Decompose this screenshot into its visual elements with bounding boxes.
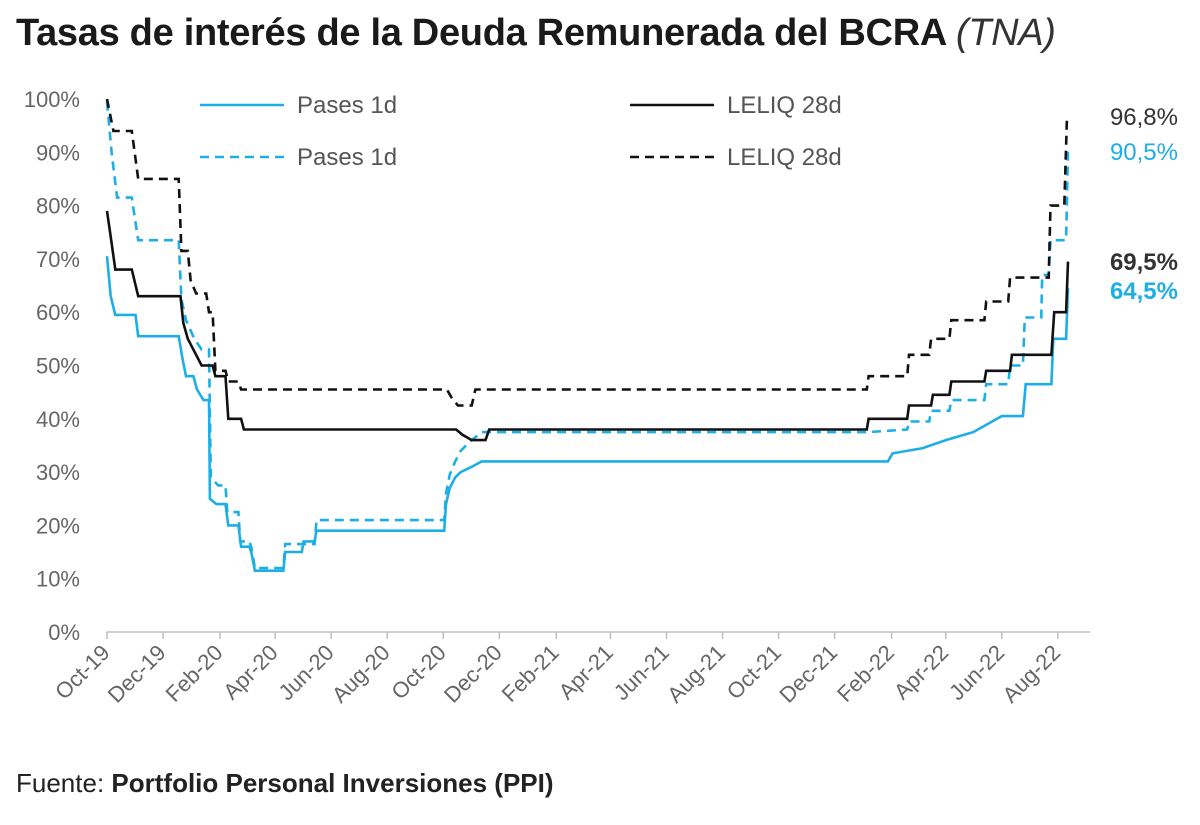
y-tick-label: 0% xyxy=(48,620,80,645)
y-axis: 0% 10% 20% 30% 40% 50% 60% 70% 80% 90% 100% xyxy=(24,87,80,645)
end-value-label: 69,5% xyxy=(1110,249,1178,276)
x-tick-label: Aug-20 xyxy=(327,640,395,708)
x-tick-label: Aug-22 xyxy=(998,640,1066,708)
y-tick-label: 90% xyxy=(36,140,80,165)
legend-label: LELIQ 28d xyxy=(727,144,842,171)
end-labels: 96,8% 90,5% 69,5%64,5% xyxy=(1110,104,1178,305)
y-tick-label: 30% xyxy=(36,460,80,485)
legend-label: LELIQ 28d xyxy=(727,92,842,119)
chart-title-text: Tasas de interés de la Deuda Remunerada … xyxy=(16,12,946,54)
x-tick-label: Aug-21 xyxy=(662,640,730,708)
source-label: Fuente: xyxy=(16,768,105,798)
legend: Pases 1d LELIQ 28d Pases 1d LELIQ 28d xyxy=(200,92,842,171)
y-tick-label: 100% xyxy=(24,87,80,112)
y-tick-label: 10% xyxy=(36,567,80,592)
y-tick-label: 50% xyxy=(36,354,80,379)
x-tick-label: Feb-20 xyxy=(161,640,228,707)
series-line-leliq-28d-dashed xyxy=(105,98,1069,407)
series-line-leliq-28d-solid xyxy=(105,210,1070,442)
y-tick-label: 70% xyxy=(36,247,80,272)
end-value-label: 96,8% xyxy=(1110,104,1178,131)
series-group xyxy=(105,98,1070,573)
y-tick-label: 60% xyxy=(36,300,80,325)
source-name: Portfolio Personal Inversiones (PPI) xyxy=(111,768,554,798)
y-tick-label: 80% xyxy=(36,194,80,219)
x-tick-label: Jun-21 xyxy=(609,640,674,705)
source-note: Fuente: Portfolio Personal Inversiones (… xyxy=(16,768,554,799)
chart-title: Tasas de interés de la Deuda Remunerada … xyxy=(16,12,1056,55)
x-tick-label: Apr-22 xyxy=(889,640,953,704)
end-value-label: 90,5% xyxy=(1110,139,1178,166)
series-line-pases-1d-solid xyxy=(105,256,1070,573)
x-tick-label: Jun-20 xyxy=(273,640,338,705)
x-tick-label: Dec-20 xyxy=(439,640,507,708)
x-tick-label: Oct-20 xyxy=(386,640,450,704)
x-tick-label: Oct-21 xyxy=(722,640,786,704)
x-tick-label: Dec-21 xyxy=(774,640,842,708)
legend-label: Pases 1d xyxy=(297,92,397,119)
legend-label: Pases 1d xyxy=(297,144,397,171)
x-tick-label: Apr-21 xyxy=(554,640,618,704)
x-tick-label: Feb-22 xyxy=(832,640,899,707)
x-tick-label: Jun-22 xyxy=(944,640,1009,705)
x-tick-label: Apr-20 xyxy=(218,640,282,704)
end-value-label: 64,5% xyxy=(1110,278,1178,305)
x-tick-label: Dec-19 xyxy=(103,640,171,708)
x-axis: Oct-19Dec-19Feb-20Apr-20Jun-20Aug-20Oct-… xyxy=(50,631,1090,708)
series-line-pases-1d-dashed xyxy=(105,101,1070,570)
y-tick-label: 20% xyxy=(36,513,80,538)
chart-title-suffix: (TNA) xyxy=(955,12,1056,54)
x-tick-label: Feb-21 xyxy=(497,640,564,707)
x-tick-label: Oct-19 xyxy=(50,640,114,704)
y-tick-label: 40% xyxy=(36,407,80,432)
